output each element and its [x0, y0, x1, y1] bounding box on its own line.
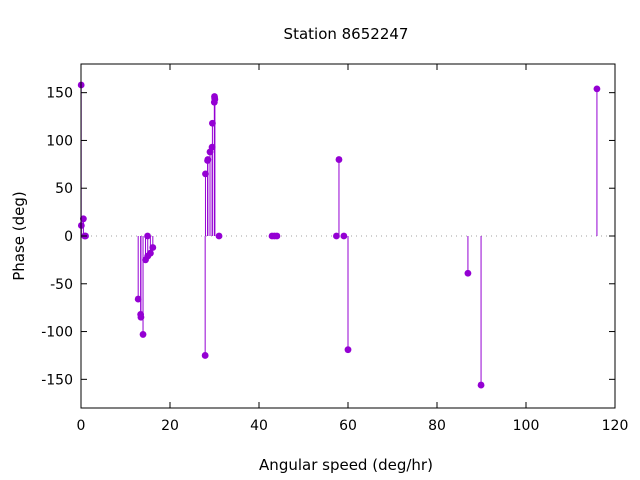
data-point — [477, 381, 485, 389]
data-point — [137, 313, 145, 321]
data-point — [335, 156, 343, 163]
y-tick-label: 0 — [64, 229, 73, 245]
data-point — [273, 232, 281, 240]
data-point — [215, 232, 223, 240]
data-point — [344, 346, 352, 354]
data-point — [464, 269, 472, 277]
y-tick-label: -150 — [41, 372, 73, 388]
data-point — [204, 156, 212, 163]
x-tick-label: 0 — [77, 418, 86, 434]
data-point — [134, 295, 142, 303]
data-point — [333, 232, 340, 240]
x-tick-label: 60 — [339, 418, 357, 434]
data-point — [139, 331, 147, 338]
y-tick-label: 150 — [46, 86, 73, 102]
data-point — [80, 215, 87, 223]
data-point — [149, 244, 157, 251]
x-tick-label: 40 — [250, 418, 268, 434]
x-axis-label: Angular speed (deg/hr) — [259, 456, 433, 474]
x-tick-label: 20 — [161, 418, 179, 434]
y-tick-label: -50 — [50, 277, 73, 293]
point-layer — [77, 81, 601, 389]
data-point — [146, 249, 154, 257]
x-tick-label: 80 — [428, 418, 446, 434]
data-point — [211, 95, 219, 103]
y-axis-label: Phase (deg) — [10, 191, 28, 281]
y-tick-label: 100 — [46, 133, 73, 149]
data-point — [201, 352, 209, 359]
data-point — [593, 85, 601, 93]
x-tick-label: 100 — [513, 418, 540, 434]
data-point — [340, 232, 348, 240]
data-point — [144, 232, 151, 240]
data-point — [202, 170, 209, 178]
y-tick-label: -100 — [41, 325, 73, 341]
y-tick-label: 50 — [55, 181, 73, 197]
tick-layer: 0 20 40 60 80 100 120 -150 -100 -50 0 50 100 150 — [41, 64, 628, 434]
x-tick-label: 120 — [602, 418, 629, 434]
chart-title: Station 8652247 — [284, 25, 409, 43]
data-point — [208, 143, 216, 151]
data-point — [209, 119, 216, 127]
